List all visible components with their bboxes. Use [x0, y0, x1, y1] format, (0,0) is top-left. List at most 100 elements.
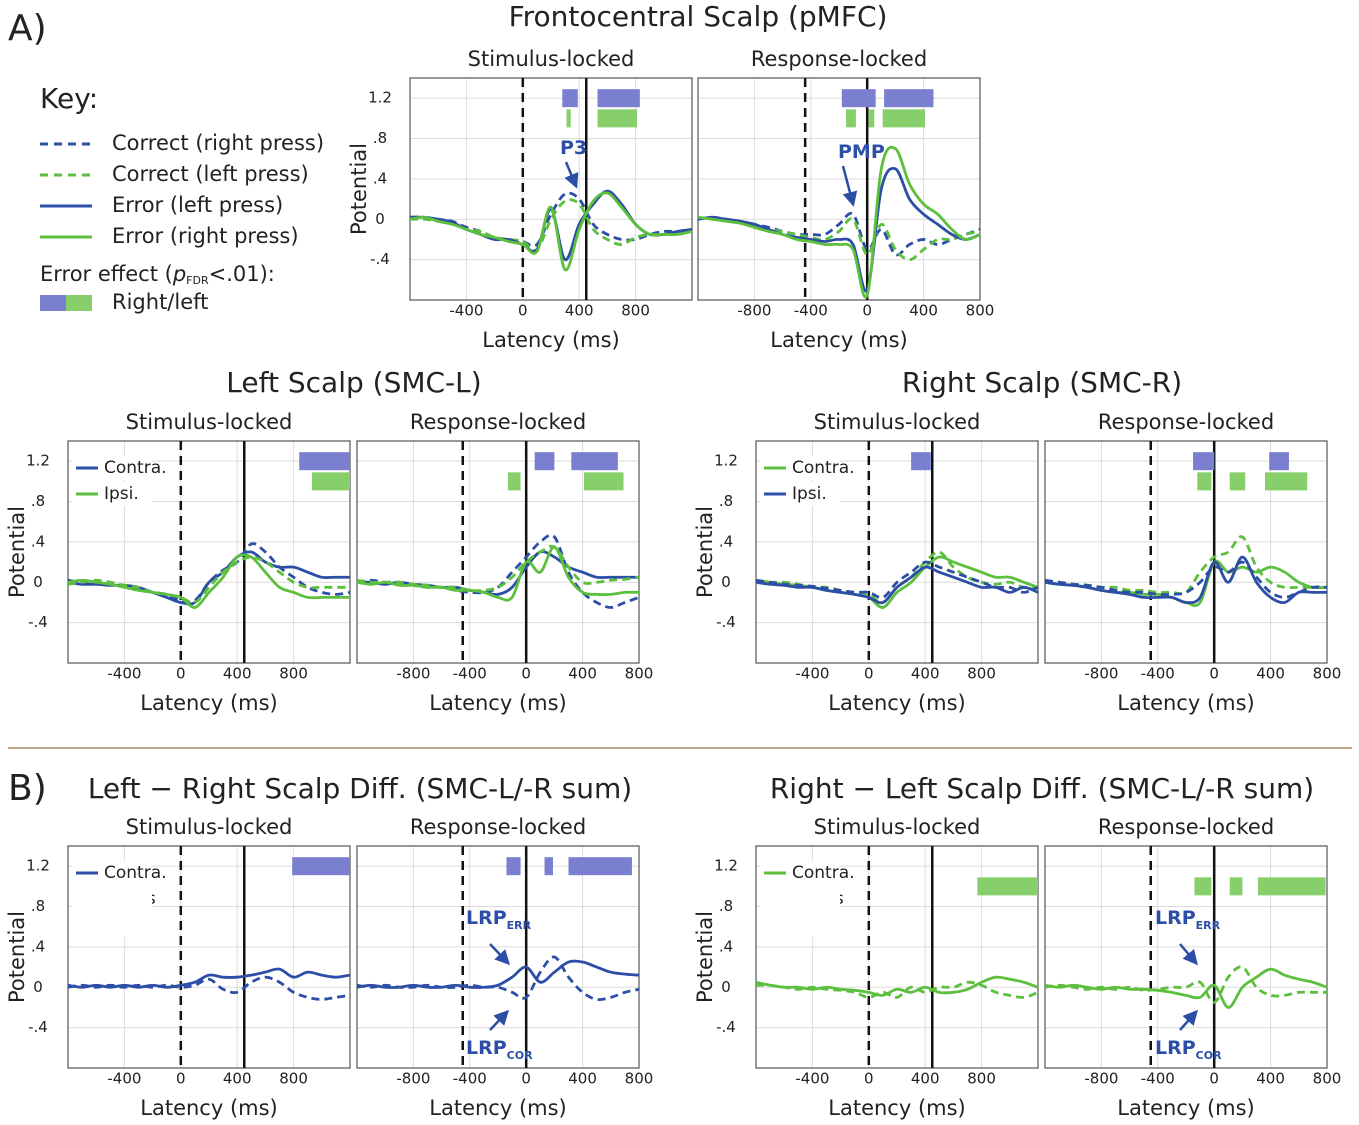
x-axis-label: Latency (ms) — [140, 1096, 277, 1120]
x-tick-label: 0 — [176, 665, 186, 683]
plot-area — [410, 78, 692, 300]
x-tick-label: 400 — [911, 665, 940, 683]
panel: Response-locked-800 -400 0 400 800LRPERRLRPC… — [356, 815, 653, 1120]
significance-bar — [568, 857, 632, 876]
x-tick-label: -400 — [107, 665, 141, 683]
significance-bar — [292, 857, 350, 876]
y-tick-label: 1.2 — [368, 89, 392, 107]
annotation-text: LRP — [466, 907, 507, 929]
annotation: PMP — [838, 141, 885, 163]
annotation-text: PMP — [838, 141, 885, 163]
group-title: Frontocentral Scalp (pMFC) — [509, 0, 888, 33]
y-tick-label: .8 — [31, 897, 45, 915]
panel: Stimulus-locked 1.2 .8 .4 0 -.4 -400 0 400 800 Con… — [693, 815, 1039, 1120]
significance-bar — [1269, 452, 1289, 471]
significance-bar — [1193, 452, 1215, 471]
annotation-text: LRP — [1155, 1037, 1196, 1059]
significance-bar — [977, 877, 1038, 896]
y-tick-label: .4 — [31, 937, 45, 955]
x-tick-label: -400 — [107, 1070, 141, 1088]
annotation: LRPCOR — [1155, 1037, 1222, 1063]
x-tick-label: -400 — [794, 302, 828, 320]
x-tick-label: 0 — [864, 1070, 874, 1088]
series-line — [697, 166, 981, 293]
series-line — [409, 198, 693, 252]
x-tick-label: 0 — [864, 665, 874, 683]
annotation: LRPERR — [1155, 907, 1221, 933]
key-label: Error (left press) — [112, 193, 283, 217]
significance-bar — [1229, 877, 1243, 896]
significance-bar — [1257, 877, 1326, 896]
x-tick-label: -400 — [453, 1070, 487, 1088]
annotation-subscript: ERR — [1196, 919, 1221, 932]
x-tick-label: -800 — [1084, 665, 1118, 683]
y-tick-label: -.4 — [28, 1018, 48, 1036]
significance-bar — [597, 109, 638, 128]
x-axis-label: Latency (ms) — [429, 691, 566, 715]
annotation: P3 — [560, 137, 587, 159]
series-line — [356, 545, 640, 602]
x-tick-label: 0 — [1209, 1070, 1219, 1088]
x-axis-label: Latency (ms) — [140, 691, 277, 715]
significance-bar — [882, 109, 926, 128]
x-tick-label: 400 — [223, 1070, 252, 1088]
series-line — [67, 553, 350, 609]
annotation-arrow — [1179, 943, 1198, 966]
x-axis-label: Latency (ms) — [828, 1096, 965, 1120]
x-tick-label: -400 — [453, 665, 487, 683]
y-tick-label: 0 — [375, 210, 385, 228]
plot-frame — [755, 440, 1039, 664]
key-label: Error (right press) — [112, 224, 299, 248]
x-tick-label: -800 — [396, 1070, 430, 1088]
x-tick-label: -800 — [737, 302, 771, 320]
key-effect-title: Error effect (pFDR<.01): — [40, 262, 275, 287]
series-line — [67, 555, 350, 605]
significance-bar — [868, 109, 875, 128]
plot-area — [357, 846, 639, 1068]
x-axis-label: Latency (ms) — [1117, 691, 1254, 715]
group-title: Right Scalp (SMC-R) — [902, 366, 1182, 399]
x-tick-label: 400 — [568, 665, 597, 683]
legend-label: Ipsi. — [792, 484, 827, 504]
panel-title: Response-locked — [1098, 815, 1274, 839]
significance-bar — [1194, 877, 1212, 896]
key-label: Correct (left press) — [112, 162, 309, 186]
panel-title: Response-locked — [1098, 410, 1274, 434]
y-tick-label: .8 — [719, 897, 733, 915]
significance-bar — [884, 89, 934, 108]
y-axis-label: Potential — [693, 911, 717, 1003]
panel: Response-locked-800 -400 0 400 800LRPERRLRPC… — [1044, 815, 1341, 1120]
panel: Stimulus-locked 1.2 .8 .4 0 -.4 -400 0 400 800 Con… — [5, 815, 351, 1120]
y-axis-label: Potential — [347, 143, 371, 235]
series-line — [1044, 965, 1327, 1004]
y-tick-label: .8 — [31, 492, 45, 510]
y-tick-label: 0 — [33, 573, 43, 591]
x-tick-label: -400 — [795, 665, 829, 683]
panel: Stimulus-locked 1.2 .8 .4 0 -.4 -400 0 400 800 P3 L… — [347, 47, 693, 352]
significance-bar — [911, 452, 931, 471]
x-tick-label: 400 — [909, 302, 938, 320]
plot-frame — [409, 77, 693, 301]
significance-bar — [841, 89, 876, 108]
significance-bar — [1197, 472, 1212, 491]
y-tick-label: 0 — [721, 978, 731, 996]
legend-line-text: Contra. — [792, 863, 855, 883]
series-line — [755, 565, 1039, 605]
significance-bar — [584, 472, 624, 491]
panel: Stimulus-locked 1.2 .8 .4 0 -.4 -400 0 400 800 Con… — [693, 410, 1039, 715]
series-line — [67, 975, 351, 1001]
x-tick-label: 400 — [911, 1070, 940, 1088]
panel-title: Stimulus-locked — [814, 815, 981, 839]
series-line — [356, 955, 640, 1001]
significance-bar — [562, 89, 578, 108]
significance-bar — [597, 89, 640, 108]
x-tick-label: 800 — [966, 302, 995, 320]
plot-frame — [697, 77, 981, 301]
x-axis-label: Latency (ms) — [482, 328, 619, 352]
annotation-arrow — [1179, 1009, 1198, 1031]
x-tick-label: 0 — [862, 302, 872, 320]
annotation-arrow — [489, 1009, 510, 1031]
legend-label: Ipsi. — [104, 484, 139, 504]
annotation-arrow — [841, 165, 858, 207]
